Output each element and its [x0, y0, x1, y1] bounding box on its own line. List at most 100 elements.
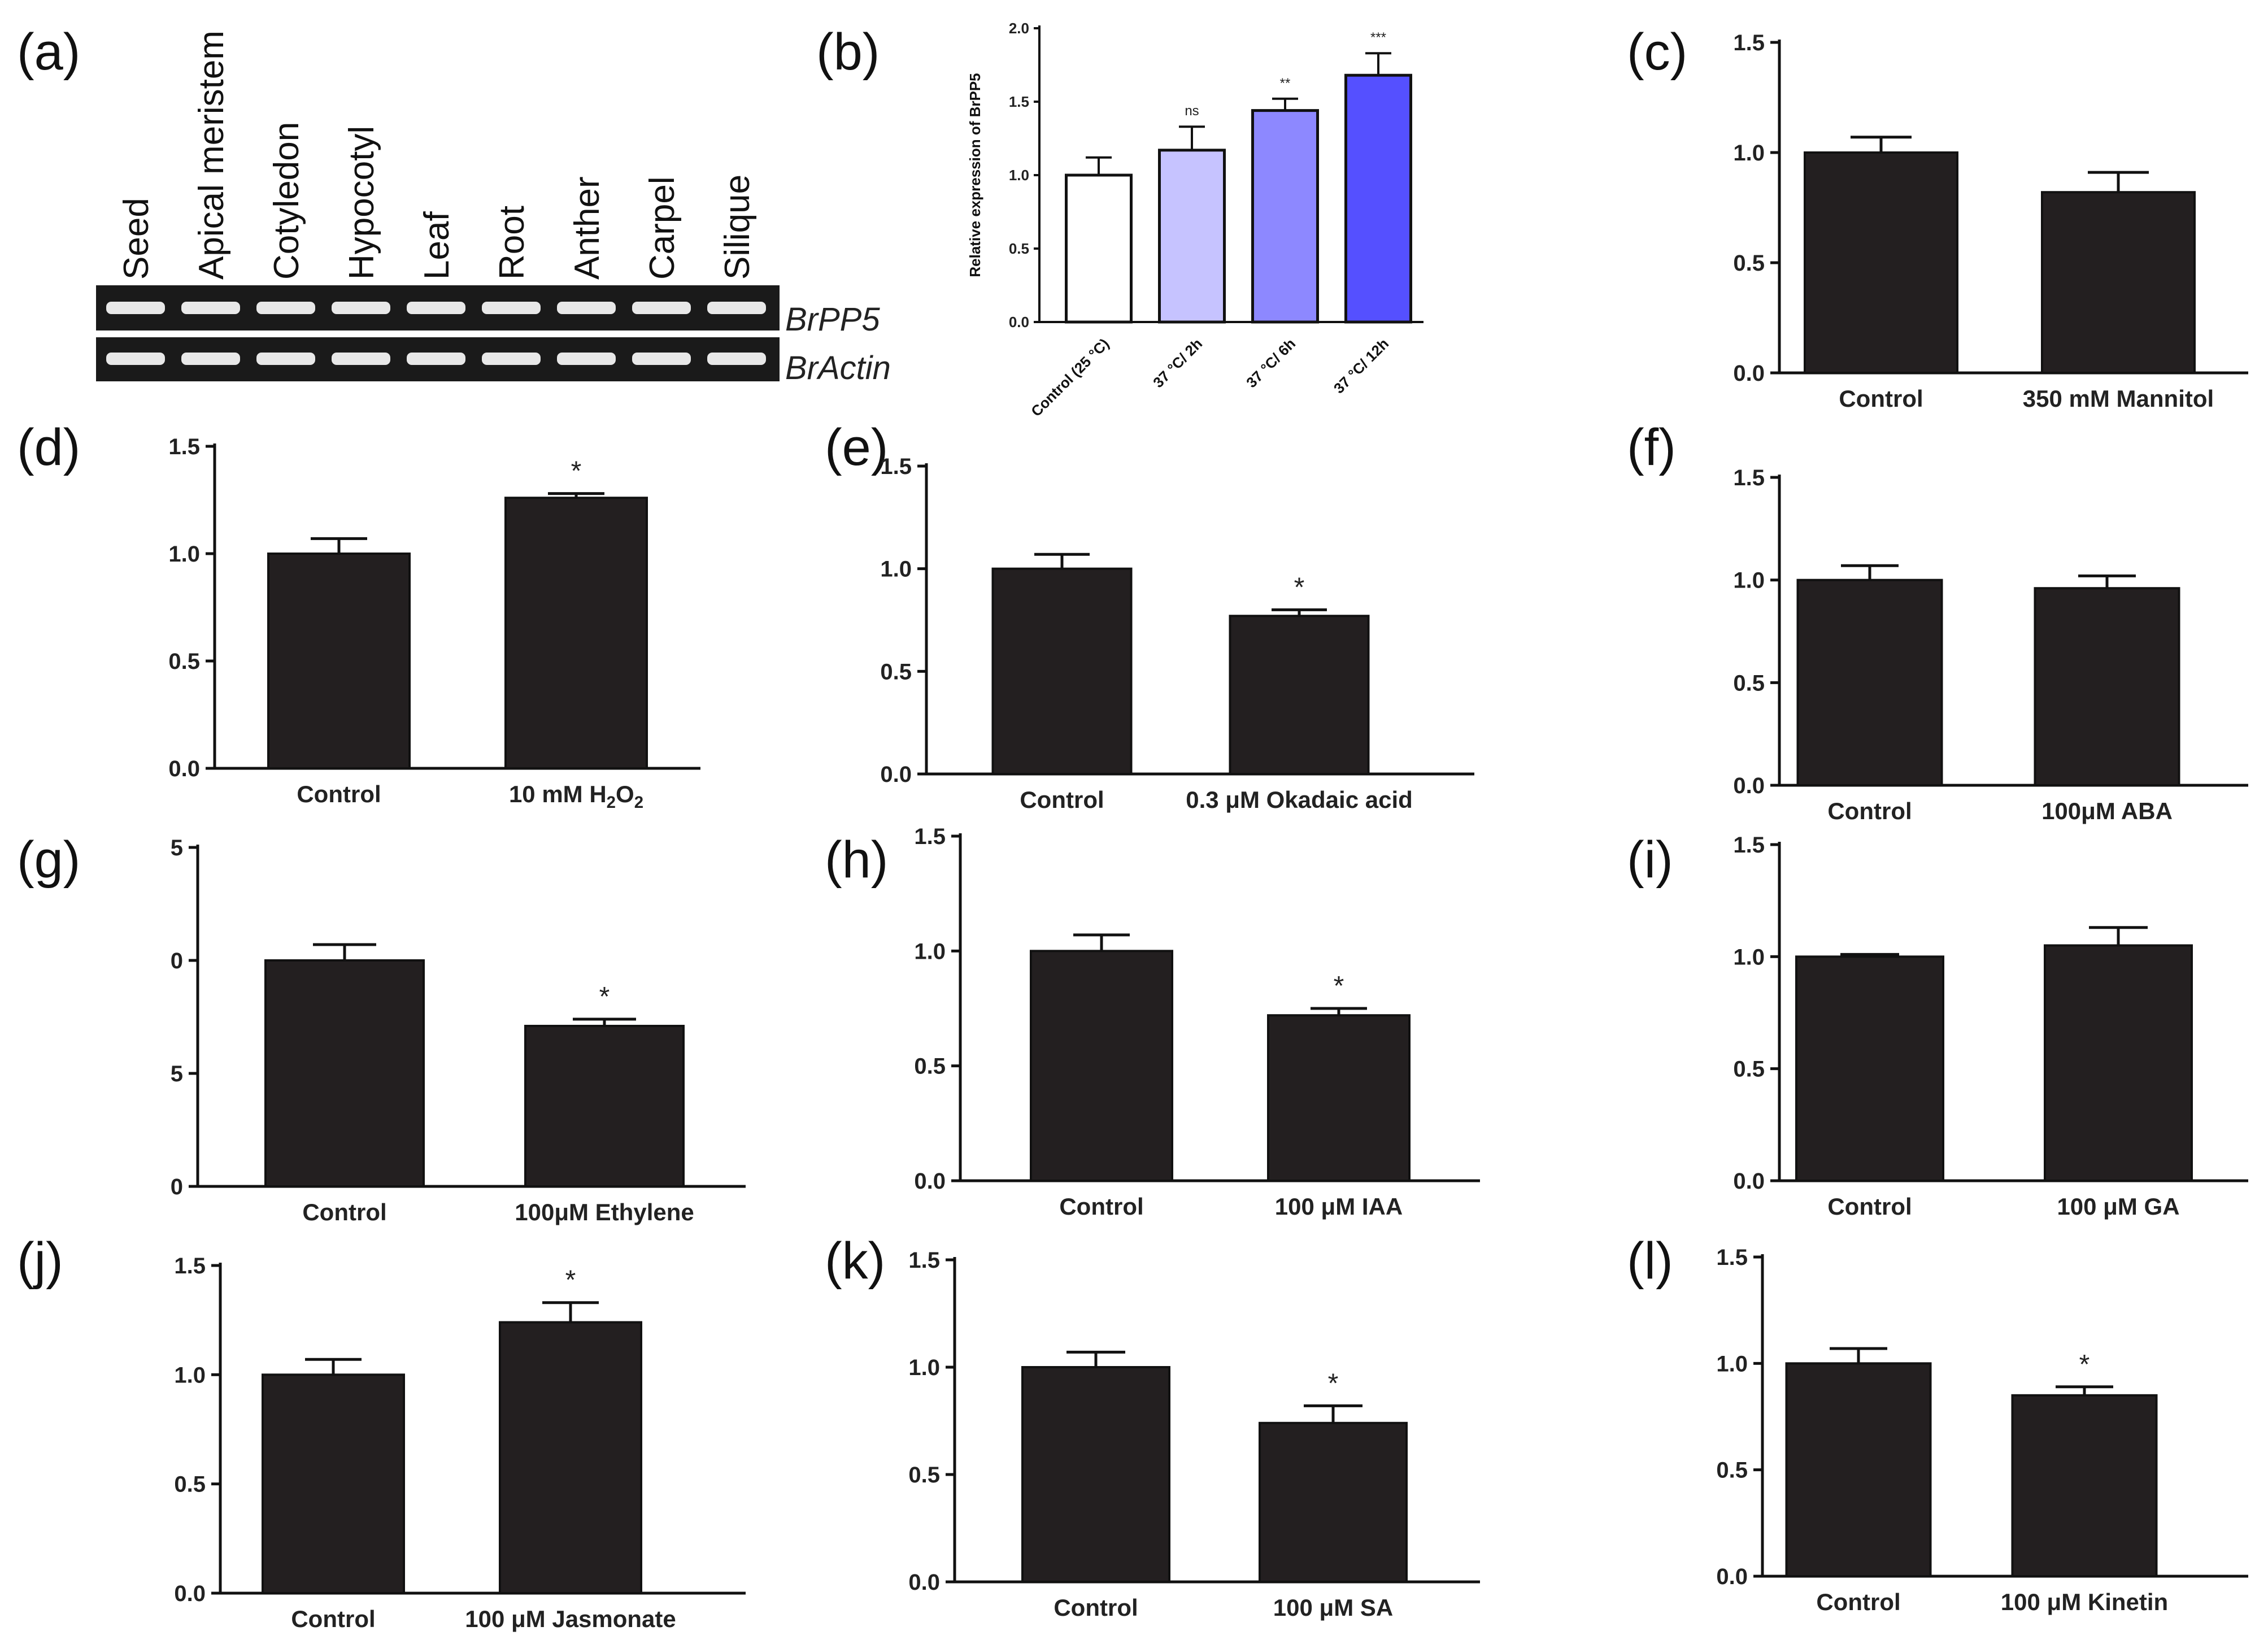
gel-band-bractin — [557, 353, 616, 365]
panel-letter-a: (a) — [17, 23, 81, 81]
category-label: Control — [1020, 786, 1104, 813]
gel-band-brpp5 — [407, 302, 465, 314]
y-tick-label: 1.0 — [169, 542, 200, 567]
lane-label: Silique — [718, 174, 757, 280]
gel-band-brpp5 — [332, 302, 390, 314]
category-label: Control — [1839, 385, 1923, 412]
chart-g: 0.0 0.5 1.0 1.5 Control * 100μM Ethylene — [169, 836, 746, 1225]
y-tick-label: 0.5 — [1009, 240, 1029, 257]
bar — [1030, 950, 1173, 1182]
bar — [1344, 73, 1412, 324]
panel-letter-c: (c) — [1627, 23, 1688, 81]
significance-label: *** — [1370, 30, 1386, 45]
y-tick-label: 0.5 — [1716, 1458, 1748, 1483]
panel-letter-f: (f) — [1627, 419, 1676, 476]
lane-label: Seed — [117, 198, 156, 280]
y-tick-label: 0.5 — [1733, 671, 1765, 695]
category-label: 37 °C/ 6h — [1243, 335, 1299, 391]
chart-e: 0.0 0.5 1.0 1.5 Control * 0.3 μM Okadaic acid — [880, 454, 1474, 813]
panel-letter-i: (i) — [1627, 831, 1673, 889]
category-label: 10 mM H2O2 — [509, 781, 643, 812]
significance-label: ** — [1280, 76, 1291, 91]
bar — [2034, 587, 2180, 786]
y-tick-label: 1.0 — [1733, 568, 1765, 593]
y-tick-label: 0.0 — [169, 1175, 183, 1199]
significance-label: * — [1328, 1368, 1339, 1398]
gel-band-brpp5 — [557, 302, 616, 314]
gel-band-brpp5 — [181, 302, 240, 314]
lane-label: Carpel — [643, 176, 682, 280]
bar — [504, 497, 648, 769]
y-tick-label: 1.5 — [914, 824, 946, 849]
bar — [1229, 615, 1370, 775]
category-label: 100 μM Jasmonate — [465, 1606, 676, 1632]
chart-f: 0.0 0.5 1.0 1.5 Control 100μM ABA — [1733, 466, 2248, 824]
chart-b: 0.0 0.5 1.0 1.5 2.0 Relative expression of Br… — [967, 20, 1424, 420]
panel-letter-j: (j) — [17, 1232, 63, 1290]
chart-c: 0.0 0.5 1.0 1.5 Control 350 mM Mannitol — [1733, 31, 2248, 412]
y-tick-label: 0.0 — [1716, 1564, 1748, 1589]
lane-label: Cotyledon — [267, 121, 306, 280]
category-label: 100 μM SA — [1273, 1594, 1393, 1621]
category-label: 100 μM IAA — [1275, 1193, 1403, 1220]
gel-image — [96, 285, 780, 381]
gene-label-brpp5: BrPP5 — [785, 301, 880, 338]
category-label: Control (25 °C) — [1028, 335, 1112, 420]
gel-band-bractin — [407, 353, 465, 365]
gel-bands — [106, 302, 766, 365]
category-label: 37 °C/ 2h — [1150, 335, 1205, 391]
y-tick-label: 0.5 — [908, 1463, 940, 1488]
category-label: 37 °C/ 12h — [1330, 335, 1392, 397]
y-tick-label: 1.0 — [169, 949, 183, 973]
gene-label-bractin: BrActin — [785, 350, 891, 386]
bar — [1065, 173, 1133, 324]
y-tick-label: 0.5 — [880, 659, 912, 684]
category-label: Control — [302, 1199, 386, 1225]
category-label: Control — [1059, 1193, 1143, 1220]
bar — [1259, 1421, 1408, 1583]
panel-letter-h: (h) — [825, 831, 889, 889]
panel-letter-k: (k) — [825, 1232, 886, 1290]
panel-letter-e: (e) — [825, 419, 889, 476]
category-label: Control — [297, 781, 381, 807]
y-tick-label: 1.0 — [880, 557, 912, 582]
y-tick-label: 1.0 — [174, 1363, 206, 1388]
lane-label: Apical meristem — [192, 31, 231, 280]
gel-band-bractin — [482, 353, 541, 365]
y-tick-label: 1.5 — [169, 836, 183, 860]
category-label: Control — [1816, 1589, 1900, 1615]
chart-i: 0.0 0.5 1.0 1.5 Control 100 μM GA — [1733, 833, 2248, 1220]
lane-label: Hypocotyl — [342, 125, 381, 280]
category-label: 100μM Ethylene — [515, 1199, 694, 1225]
chart-l: 0.0 0.5 1.0 1.5 Control * 100 μM Kinetin — [1716, 1245, 2248, 1615]
gel-band-bractin — [181, 353, 240, 365]
gel-band-bractin — [256, 353, 315, 365]
y-tick-label: 0.5 — [169, 1062, 183, 1086]
bar — [1804, 151, 1958, 374]
gel-band-bractin — [106, 353, 165, 365]
bar — [1021, 1366, 1170, 1583]
panel-letter-g: (g) — [17, 831, 81, 889]
y-tick-label: 0.0 — [914, 1169, 946, 1194]
category-label: 350 mM Mannitol — [2023, 385, 2214, 412]
significance-label: * — [565, 1265, 576, 1295]
gel-band-brpp5 — [707, 302, 766, 314]
panel-letter-l: (l) — [1627, 1232, 1673, 1290]
y-tick-label: 2.0 — [1009, 20, 1029, 37]
gel-band-brpp5 — [632, 302, 691, 314]
y-tick-label: 0.0 — [174, 1581, 206, 1606]
significance-label: * — [1294, 572, 1305, 602]
y-tick-label: 1.0 — [914, 939, 946, 964]
category-label: 100 μM GA — [2057, 1193, 2179, 1220]
lane-label: Root — [493, 206, 532, 280]
bar — [1158, 149, 1226, 324]
chart-d: 0.0 0.5 1.0 1.5 Control * 10 mM H2O2 — [169, 434, 700, 812]
y-tick-label: 1.0 — [1733, 141, 1765, 166]
gel-band-bractin — [707, 353, 766, 365]
y-tick-label: 0.0 — [880, 762, 912, 787]
significance-label: * — [599, 982, 610, 1012]
lane-label: Leaf — [417, 211, 456, 280]
y-tick-label: 1.5 — [1733, 31, 1765, 55]
category-label: Control — [1054, 1594, 1138, 1621]
bar — [264, 959, 425, 1188]
